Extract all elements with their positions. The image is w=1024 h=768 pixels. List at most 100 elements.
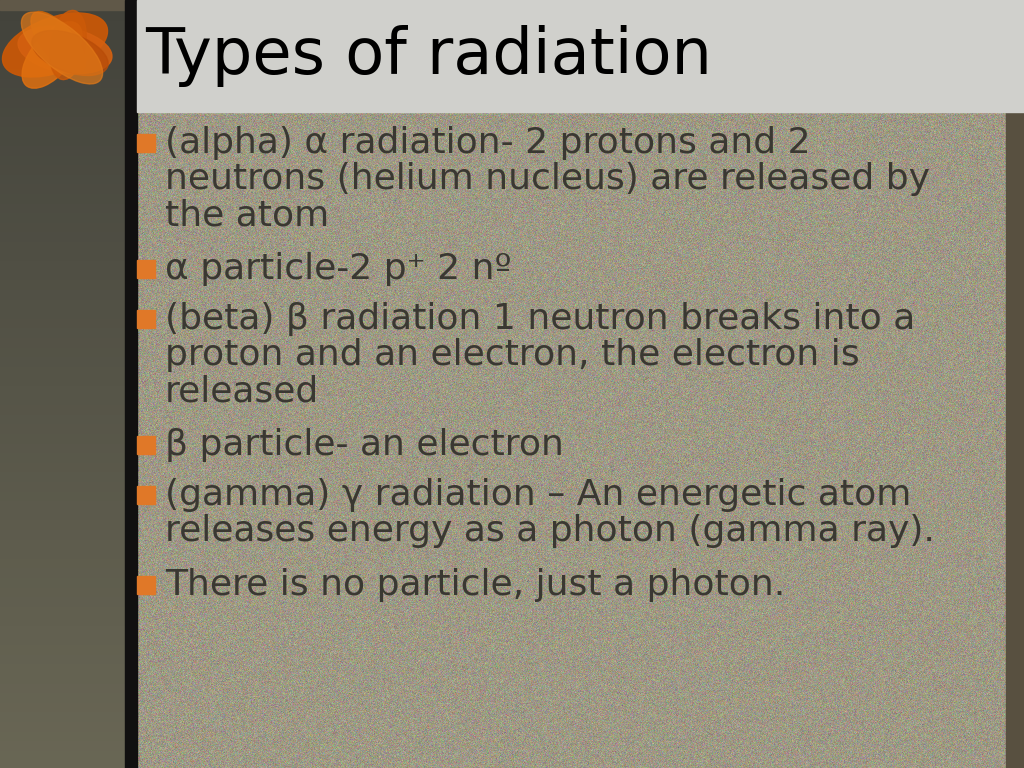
Bar bbox=[0, 518, 125, 528]
Bar bbox=[137, 310, 155, 328]
Bar bbox=[0, 528, 125, 538]
Bar bbox=[137, 134, 155, 152]
Bar bbox=[0, 403, 125, 413]
Bar bbox=[0, 452, 125, 461]
Ellipse shape bbox=[31, 12, 85, 72]
Text: proton and an electron, the electron is: proton and an electron, the electron is bbox=[165, 338, 859, 372]
Text: (gamma) γ radiation – An energetic atom: (gamma) γ radiation – An energetic atom bbox=[165, 478, 911, 512]
Bar bbox=[0, 38, 125, 48]
Bar bbox=[0, 624, 125, 634]
Bar bbox=[0, 230, 125, 240]
Bar bbox=[0, 346, 125, 355]
Bar bbox=[0, 87, 125, 96]
Bar bbox=[0, 134, 125, 144]
Bar bbox=[0, 96, 125, 106]
Bar bbox=[0, 19, 125, 29]
Bar bbox=[0, 644, 125, 653]
Bar bbox=[0, 442, 125, 452]
Bar bbox=[0, 691, 125, 700]
Bar bbox=[0, 422, 125, 432]
Bar bbox=[0, 279, 125, 288]
Bar bbox=[0, 192, 125, 202]
Bar bbox=[0, 710, 125, 720]
Text: β particle- an electron: β particle- an electron bbox=[165, 428, 564, 462]
Bar bbox=[137, 486, 155, 504]
Bar bbox=[0, 682, 125, 691]
Bar bbox=[0, 240, 125, 250]
Bar bbox=[0, 326, 125, 336]
Bar bbox=[0, 509, 125, 518]
Bar bbox=[0, 653, 125, 662]
Bar bbox=[0, 355, 125, 365]
Bar bbox=[0, 461, 125, 470]
Bar bbox=[0, 154, 125, 164]
Bar bbox=[125, 0, 137, 768]
Bar bbox=[0, 605, 125, 614]
Bar bbox=[0, 115, 125, 125]
Bar bbox=[0, 662, 125, 672]
Bar bbox=[0, 183, 125, 192]
Text: releases energy as a photon (gamma ray).: releases energy as a photon (gamma ray). bbox=[165, 514, 935, 548]
Ellipse shape bbox=[50, 11, 86, 80]
Bar bbox=[0, 125, 125, 134]
Bar bbox=[137, 436, 155, 454]
Text: Types of radiation: Types of radiation bbox=[145, 25, 712, 87]
Bar bbox=[0, 672, 125, 682]
Bar bbox=[0, 211, 125, 221]
Bar bbox=[0, 336, 125, 346]
Text: α particle-2 p⁺ 2 nº: α particle-2 p⁺ 2 nº bbox=[165, 252, 512, 286]
Bar bbox=[0, 585, 125, 595]
Ellipse shape bbox=[22, 12, 102, 84]
Bar bbox=[0, 749, 125, 759]
Bar bbox=[0, 490, 125, 499]
Text: the atom: the atom bbox=[165, 198, 330, 232]
Bar bbox=[0, 759, 125, 768]
Bar bbox=[0, 269, 125, 279]
Bar bbox=[0, 68, 125, 77]
Text: There is no particle, just a photon.: There is no particle, just a photon. bbox=[165, 568, 785, 602]
Bar bbox=[0, 480, 125, 490]
Bar bbox=[0, 720, 125, 730]
Bar bbox=[0, 432, 125, 442]
Bar bbox=[0, 567, 125, 576]
Text: (alpha) α radiation- 2 protons and 2: (alpha) α radiation- 2 protons and 2 bbox=[165, 126, 811, 160]
Bar bbox=[0, 595, 125, 605]
Text: released: released bbox=[165, 374, 319, 408]
Bar bbox=[0, 547, 125, 557]
Bar bbox=[0, 202, 125, 211]
Bar bbox=[0, 538, 125, 547]
Bar bbox=[137, 260, 155, 278]
Bar bbox=[0, 739, 125, 749]
Bar bbox=[0, 394, 125, 403]
Ellipse shape bbox=[32, 31, 109, 75]
Bar bbox=[137, 0, 1024, 112]
Bar bbox=[0, 730, 125, 739]
Bar bbox=[1006, 0, 1024, 768]
Bar bbox=[0, 375, 125, 384]
Bar bbox=[0, 48, 125, 58]
Bar bbox=[0, 307, 125, 317]
Bar bbox=[0, 164, 125, 173]
Bar bbox=[0, 173, 125, 183]
Bar bbox=[0, 144, 125, 154]
Bar bbox=[0, 700, 125, 710]
Bar bbox=[0, 614, 125, 624]
Bar bbox=[0, 221, 125, 230]
Bar bbox=[0, 250, 125, 260]
Ellipse shape bbox=[23, 22, 82, 88]
Bar bbox=[0, 0, 125, 10]
Bar bbox=[0, 29, 125, 38]
Bar bbox=[137, 576, 155, 594]
Bar bbox=[0, 0, 1024, 10]
Bar bbox=[0, 557, 125, 567]
Bar bbox=[0, 260, 125, 269]
Bar bbox=[0, 634, 125, 644]
Text: neutrons (helium nucleus) are released by: neutrons (helium nucleus) are released b… bbox=[165, 162, 930, 196]
Bar bbox=[0, 298, 125, 307]
Bar bbox=[0, 106, 125, 115]
Bar bbox=[0, 10, 125, 19]
Bar bbox=[0, 58, 125, 68]
Text: (beta) β radiation 1 neutron breaks into a: (beta) β radiation 1 neutron breaks into… bbox=[165, 302, 915, 336]
Bar bbox=[0, 384, 125, 394]
Bar bbox=[0, 499, 125, 509]
